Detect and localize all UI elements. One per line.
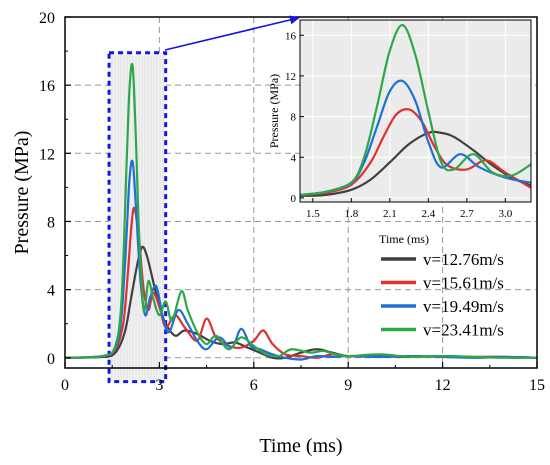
legend-label-3: v=19.49m/s [423, 297, 504, 316]
y-tick-label-2: 8 [47, 214, 55, 231]
inset-series-line-4 [299, 23, 532, 196]
inset-frame [299, 19, 532, 203]
inset-y-tick-labels: 0 4 8 12 16 [285, 30, 297, 205]
series-line-4 [64, 62, 538, 359]
main-ticks [64, 16, 538, 368]
x-tick-label-1: 3 [155, 377, 163, 394]
inset-x-tick-label-4: 2.7 [460, 208, 474, 220]
y-axis-title: Pressure (MPa) [11, 131, 33, 255]
inset-callout-arrowhead [289, 15, 300, 25]
x-tick-label-2: 6 [250, 377, 258, 394]
inset-plot: 1.5 1.8 2.1 2.4 2.7 3.0 0 4 8 12 16 Time (ms) Pre… [267, 19, 532, 246]
inset-x-tick-labels: 1.5 1.8 2.1 2.4 2.7 3.0 [306, 208, 513, 220]
y-tick-label-0: 0 [47, 351, 55, 368]
inset-grid [300, 20, 531, 202]
x-tick-labels: 0 3 6 9 12 15 [61, 377, 545, 394]
inset-x-tick-label-2: 2.1 [383, 208, 397, 220]
x-tick-label-5: 15 [529, 377, 545, 394]
inset-callout-arrow [164, 18, 295, 51]
inset-ticks [300, 34, 506, 202]
legend-label-1: v=12.76m/s [423, 250, 504, 269]
x-axis-title: Time (ms) [259, 435, 342, 457]
y-tick-label-5: 20 [39, 10, 55, 27]
x-tick-label-4: 12 [435, 377, 451, 394]
y-tick-label-3: 12 [39, 146, 55, 163]
inset-y-tick-label-1: 4 [291, 152, 297, 164]
inset-series-group [299, 23, 532, 197]
inset-x-axis-title: Time (ms) [379, 232, 429, 246]
legend-label-2: v=15.61m/s [423, 274, 504, 293]
inset-y-tick-label-3: 12 [285, 71, 296, 83]
inset-x-tick-label-5: 3.0 [498, 208, 512, 220]
x-tick-label-3: 9 [344, 377, 352, 394]
inset-x-tick-label-1: 1.8 [344, 208, 358, 220]
legend-label-4: v=23.41m/s [423, 321, 504, 340]
inset-x-tick-label-0: 1.5 [306, 208, 320, 220]
inset-x-tick-label-3: 2.4 [421, 208, 435, 220]
inset-y-tick-label-2: 8 [291, 112, 297, 124]
inset-series-line-2 [299, 108, 532, 196]
main-series-group [64, 62, 538, 361]
inset-y-axis-title: Pressure (MPa) [267, 74, 281, 148]
x-tick-label-0: 0 [61, 377, 69, 394]
y-tick-label-1: 4 [47, 283, 55, 300]
legend: v=12.76m/s v=15.61m/s v=19.49m/s v=23.41m/s [381, 250, 504, 340]
y-tick-labels: 0 4 8 12 16 20 [39, 10, 55, 368]
y-tick-label-4: 16 [39, 78, 55, 95]
inset-y-tick-label-4: 16 [285, 30, 297, 42]
inset-y-tick-label-0: 0 [291, 193, 297, 205]
